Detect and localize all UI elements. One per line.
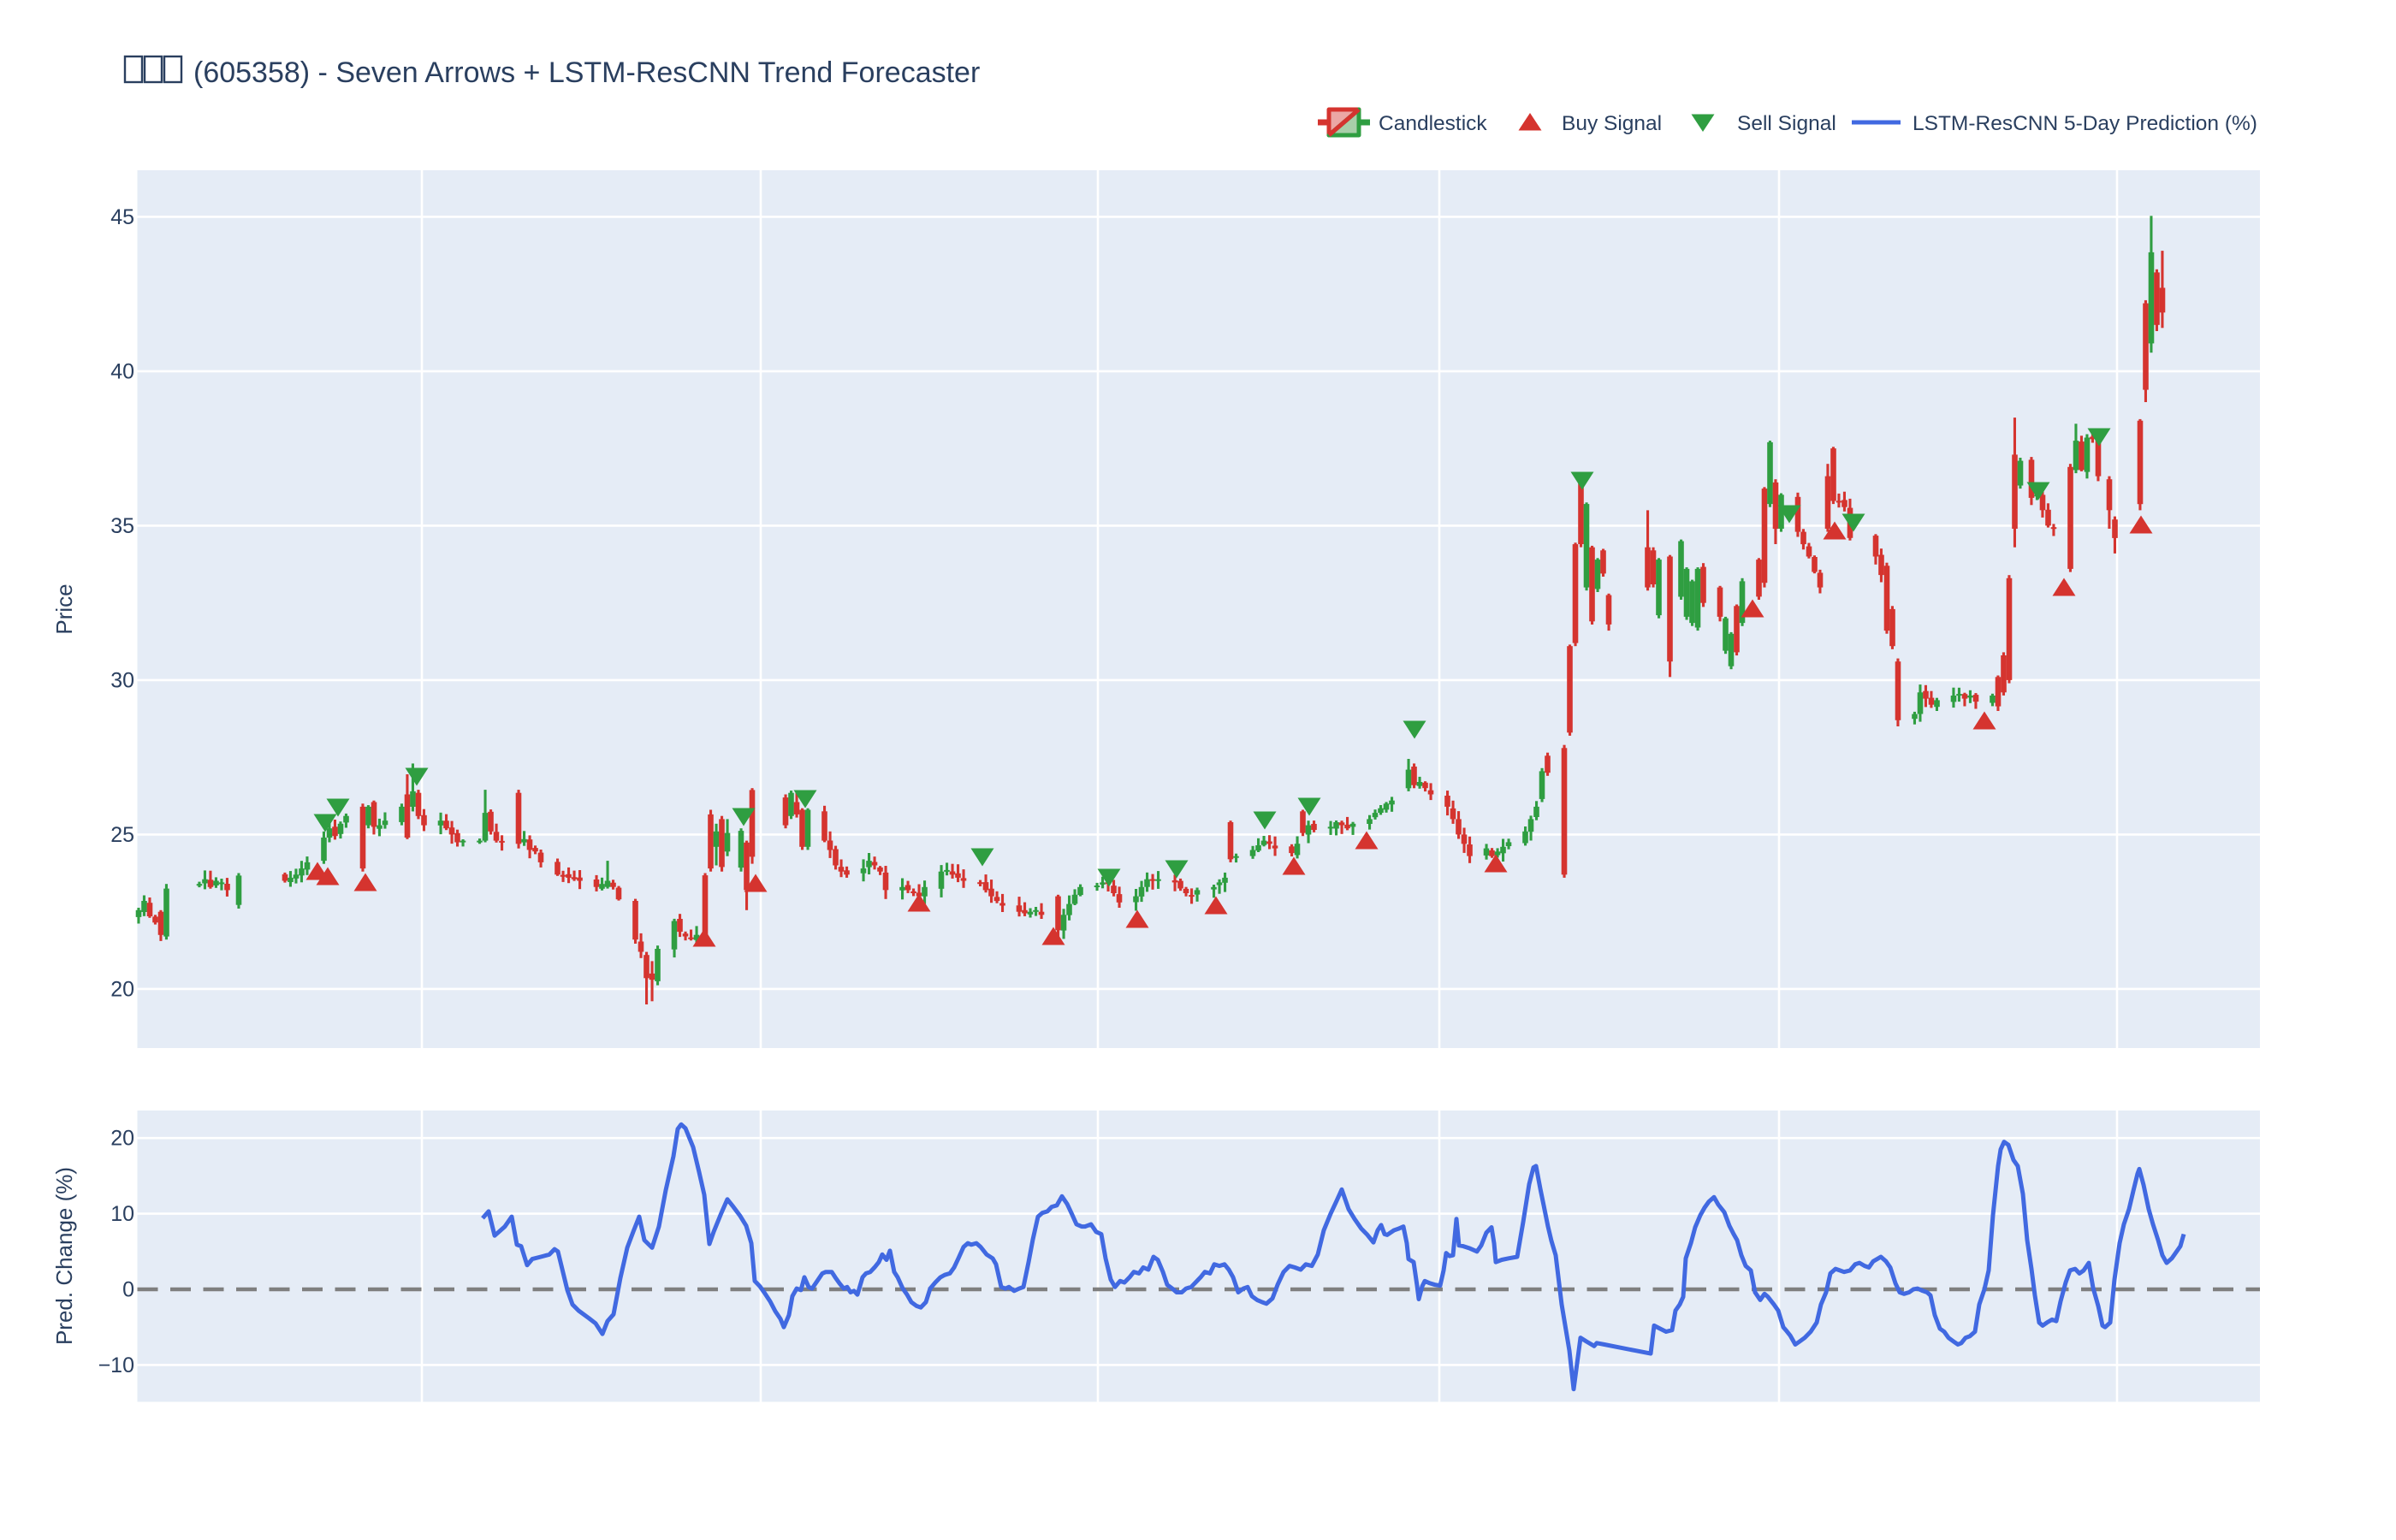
svg-text:45: 45: [110, 205, 134, 229]
svg-text:Price: Price: [51, 583, 77, 634]
svg-text:Candlestick: Candlestick: [1379, 112, 1487, 135]
svg-text:−10: −10: [98, 1353, 134, 1377]
svg-text:20: 20: [110, 1127, 134, 1151]
svg-text:0: 0: [122, 1278, 134, 1302]
svg-text:Pred. Change (%): Pred. Change (%): [51, 1167, 77, 1345]
svg-text:(605358) - Seven Arrows + LSTM: (605358) - Seven Arrows + LSTM-ResCNN Tr…: [193, 56, 980, 89]
svg-text:Sell Signal: Sell Signal: [1737, 112, 1836, 135]
svg-text:30: 30: [110, 668, 134, 692]
svg-text:10: 10: [110, 1202, 134, 1226]
svg-text:40: 40: [110, 359, 134, 383]
svg-text:Buy Signal: Buy Signal: [1562, 112, 1662, 135]
svg-text:25: 25: [110, 823, 134, 847]
svg-text:20: 20: [110, 977, 134, 1001]
svg-text:35: 35: [110, 514, 134, 538]
svg-text:LSTM-ResCNN 5-Day Prediction (: LSTM-ResCNN 5-Day Prediction (%): [1913, 112, 2257, 135]
